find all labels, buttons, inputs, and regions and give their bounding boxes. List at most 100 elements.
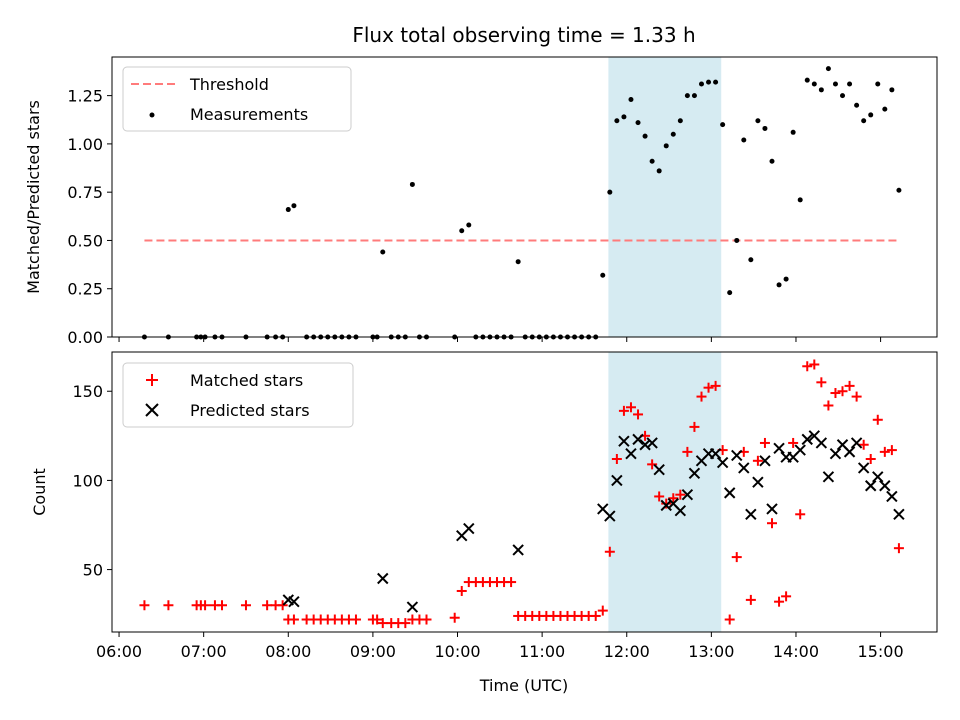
matched-star-point: [893, 543, 904, 554]
x-tick-label: 09:00: [350, 642, 396, 661]
measurement-point: [804, 77, 810, 83]
bottom-y-tick-label: 50: [83, 561, 103, 580]
top-legend-box: [122, 66, 352, 132]
measurement-point: [635, 120, 641, 126]
measurement-point: [691, 93, 697, 99]
matched-star-point: [618, 405, 629, 416]
matched-star-point: [240, 600, 251, 611]
matched-star-point: [886, 445, 897, 456]
top-y-tick-label: 0.50: [67, 231, 103, 250]
matched-star-point: [661, 498, 672, 509]
matched-star-point: [788, 437, 799, 448]
matched-star-point: [597, 605, 608, 616]
measurement-point: [783, 276, 789, 282]
matched-star-point: [858, 439, 869, 450]
measurement-point: [614, 118, 620, 124]
x-tick-label: 11:00: [519, 642, 565, 661]
measurement-point: [698, 81, 704, 87]
legend-measurements-label: Measurements: [190, 105, 308, 124]
matched-star-point: [851, 391, 862, 402]
predicted-star-point: [843, 446, 856, 458]
measurement-point: [868, 112, 874, 118]
measurement-point: [285, 207, 291, 213]
matched-star-point: [633, 409, 644, 420]
predicted-star-point: [646, 437, 658, 449]
predicted-star-point: [857, 462, 870, 474]
measurement-point: [656, 168, 662, 174]
predicted-star-point: [886, 490, 898, 503]
matched-star-point: [200, 600, 211, 611]
top-y-tick-label: 1.25: [67, 87, 103, 106]
measurement-point: [818, 87, 824, 93]
measurement-point: [663, 143, 669, 149]
measurement-point: [797, 197, 803, 203]
predicted-star-point: [681, 488, 694, 501]
matched-star-point: [449, 612, 460, 623]
predicted-star-point: [463, 522, 475, 535]
predicted-star-point: [872, 471, 884, 483]
top-axis-ticks: 0.00 0.25 0.50 0.75 1.00 1.25: [67, 87, 882, 347]
predicted-star-point: [773, 442, 785, 455]
bottom-axis-ticks: 50 100 150 06:00 07:00 08:00 09:00 10:00 11:00 12…: [72, 382, 903, 661]
measurement-point: [882, 106, 888, 112]
x-tick-label: 08:00: [265, 642, 311, 661]
matched-star-point: [611, 454, 622, 465]
top-legend: Threshold Measurements: [122, 66, 352, 132]
top-axes-frame: [111, 56, 938, 338]
matched-star-point: [823, 400, 834, 411]
measurement-point: [861, 118, 867, 124]
measurement-point: [466, 222, 472, 228]
predicted-star-point: [688, 467, 701, 479]
matched-star-point: [139, 600, 150, 611]
matched-star-point: [795, 509, 806, 520]
x-tick-label: 13:00: [688, 642, 734, 661]
x-tick-label: 10:00: [434, 642, 480, 661]
measurement-point: [380, 249, 386, 255]
matched-star-point: [682, 446, 693, 457]
predicted-star-point: [766, 503, 778, 515]
measurement-point: [762, 125, 768, 131]
measurement-point: [755, 118, 761, 124]
matched-star-point: [456, 585, 467, 596]
measurement-point: [607, 189, 613, 195]
matched-star-point: [816, 377, 827, 388]
measurement-point: [409, 181, 415, 187]
matched-star-point: [668, 493, 679, 504]
matched-star-point: [400, 618, 411, 629]
bottom-y-tick-label: 150: [72, 382, 103, 401]
predicted-star-point: [709, 447, 722, 460]
x-axis-label: Time (UTC): [479, 676, 568, 695]
matched-star-point: [675, 489, 686, 500]
matched-star-point: [774, 596, 785, 607]
predicted-star-point: [893, 508, 905, 521]
bottom-plot-marks: [139, 359, 905, 629]
measurement-point: [875, 81, 881, 87]
predicted-star-point: [752, 476, 764, 488]
measurement-point: [670, 131, 676, 137]
predicted-star-point: [632, 433, 644, 446]
matched-star-point: [837, 386, 848, 397]
measurement-point: [889, 87, 895, 93]
legend-threshold-label: Threshold: [189, 75, 269, 94]
top-plot-marks: [141, 66, 902, 340]
predicted-star-point: [879, 480, 891, 492]
measurement-point: [515, 259, 521, 265]
matched-star-point: [844, 380, 855, 391]
chart-title: Flux total observing time = 1.33 h: [352, 23, 695, 47]
matched-star-point: [731, 552, 742, 563]
predicted-legend-marker: [145, 403, 159, 417]
predicted-star-point: [801, 433, 813, 446]
top-y-tick-label: 1.00: [67, 135, 103, 154]
matched-star-point: [350, 614, 361, 625]
top-y-tick-label: 0.00: [67, 328, 103, 347]
matched-star-point: [163, 600, 174, 611]
matched-star-point: [703, 382, 714, 393]
matched-star-point: [604, 546, 615, 557]
measurement-point: [776, 282, 782, 288]
predicted-star-point: [653, 463, 665, 476]
measurement-point: [734, 237, 740, 243]
measurement-point: [706, 79, 712, 85]
predicted-star-point: [745, 508, 757, 521]
measurement-point: [713, 79, 719, 85]
